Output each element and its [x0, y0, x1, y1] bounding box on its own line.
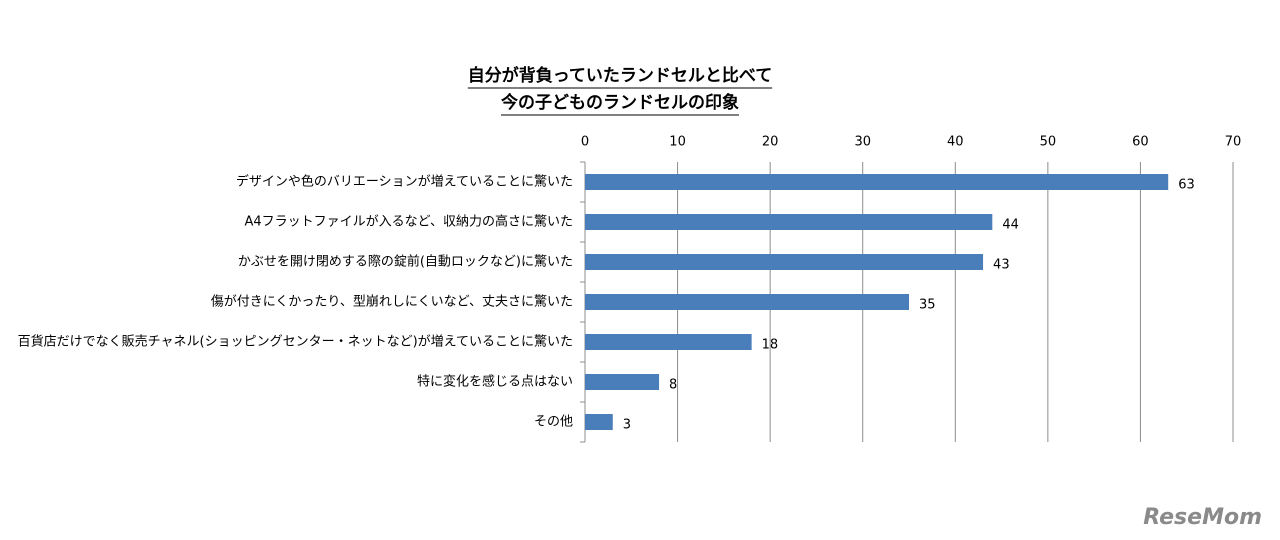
x-tick-label: 20: [762, 135, 779, 150]
chart-title: 自分が背負っていたランドセルと比べて: [468, 65, 772, 86]
bar: [585, 174, 1169, 190]
data-label: 63: [1178, 178, 1195, 193]
x-tick-label: 40: [947, 135, 964, 150]
y-tick-label: かぶせを開け閉めする際の錠前(自動ロックなど)に驚いた: [238, 254, 573, 270]
x-tick-label: 50: [1040, 135, 1057, 150]
bar: [585, 374, 660, 390]
bar: [585, 254, 984, 270]
watermark: ReseMom: [1143, 505, 1262, 530]
data-label: 43: [993, 258, 1010, 273]
y-tick-label: 特に変化を感じる点はない: [417, 374, 573, 390]
data-label: 44: [1002, 218, 1019, 233]
data-label: 8: [669, 378, 677, 393]
y-tick-label: その他: [534, 415, 573, 430]
data-label: 3: [623, 418, 631, 433]
x-tick-label: 10: [669, 135, 686, 150]
y-tick-label: 傷が付きにくかったり、型崩れしにくいなど、丈夫さに驚いた: [211, 294, 573, 310]
bar: [585, 334, 752, 350]
y-tick-label: A4フラットファイルが入るなど、収納力の高さに驚いた: [244, 214, 573, 230]
x-tick-label: 30: [854, 135, 871, 150]
x-tick-label: 60: [1132, 135, 1149, 150]
data-label: 35: [919, 298, 936, 313]
y-tick-label: 百貨店だけでなく販売チャネル(ショッピングセンター・ネットなど)が増えていること…: [18, 334, 573, 350]
bar: [585, 214, 993, 230]
bar: [585, 414, 613, 430]
data-label: 18: [762, 338, 779, 353]
x-tick-label: 70: [1225, 135, 1242, 150]
bar: [585, 294, 909, 310]
x-tick-label: 0: [581, 135, 589, 150]
chart-title: 今の子どものランドセルの印象: [501, 92, 739, 113]
y-tick-label: デザインや色のバリエーションが増えていることに驚いた: [236, 174, 573, 190]
